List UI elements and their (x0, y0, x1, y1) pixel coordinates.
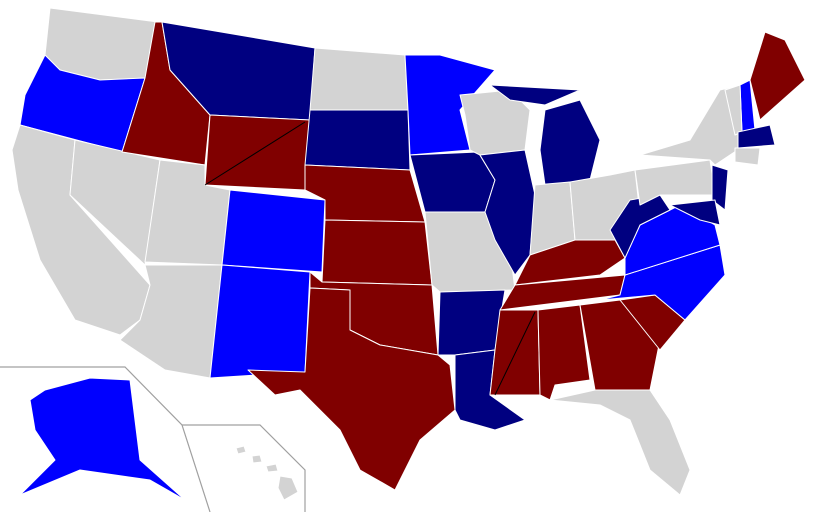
state (221, 189, 326, 273)
states (11, 7, 806, 496)
state (711, 164, 729, 211)
islands (235, 445, 299, 501)
state (599, 244, 726, 321)
state (669, 199, 721, 226)
state (304, 109, 411, 171)
inset-border (182, 424, 306, 512)
island (251, 454, 263, 464)
state (404, 54, 496, 156)
state (321, 219, 433, 286)
state (549, 389, 691, 496)
border-line (494, 311, 536, 396)
inset-border (0, 366, 211, 512)
border-line (204, 121, 306, 186)
state (437, 289, 506, 356)
insets (0, 366, 306, 512)
state (634, 159, 716, 206)
state (489, 84, 581, 106)
state (409, 151, 496, 213)
state (734, 147, 761, 166)
state (209, 264, 311, 379)
island (277, 475, 299, 501)
state (44, 7, 159, 81)
state (609, 194, 671, 259)
state (749, 31, 806, 121)
state (539, 99, 601, 186)
state (247, 287, 456, 491)
island (265, 463, 279, 473)
state (19, 377, 186, 501)
state (479, 149, 536, 276)
state (737, 124, 776, 149)
island (235, 445, 247, 455)
state (309, 47, 409, 111)
